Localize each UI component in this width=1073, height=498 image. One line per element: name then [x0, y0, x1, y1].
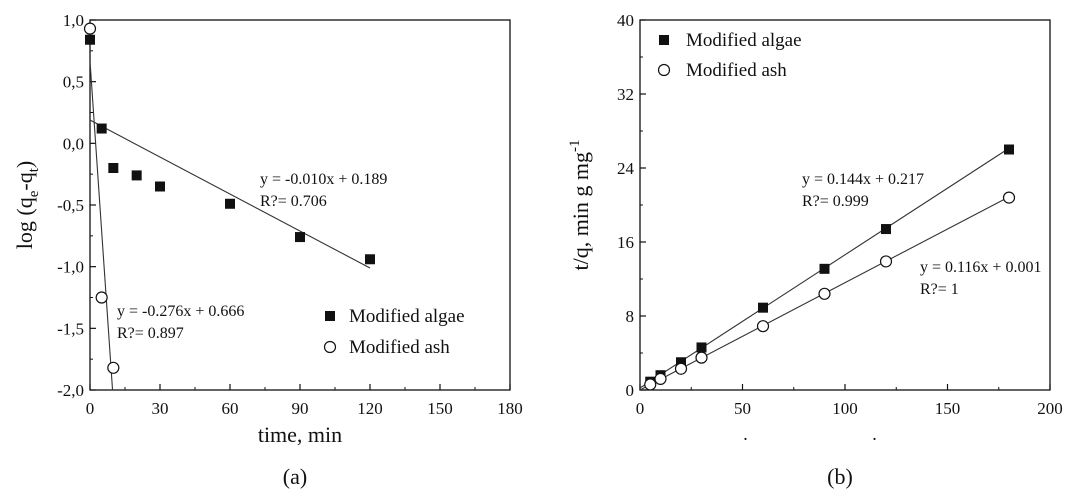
chart-a-x-tick-label: 30: [152, 399, 169, 418]
chart-a-legend-ash-label: Modified ash: [349, 337, 450, 358]
chart-a-y-axis-label-end: ): [12, 161, 37, 168]
chart-b-y-tick-label: 24: [617, 159, 635, 178]
chart-b-ash-point: [695, 351, 708, 364]
chart-a-y-axis-label-sub-t: t: [26, 167, 42, 172]
chart-a-algae-equation: y = -0.010x + 0.189: [260, 171, 387, 188]
chart-a-legend-algae-marker: [325, 311, 335, 321]
chart-b-panel-label: (b): [827, 464, 853, 489]
chart-b: 0 50 100 150 200 0 8 16 24 32 40 . . t/q, min g m…: [567, 11, 1063, 489]
chart-a-ash-point: [107, 361, 120, 374]
chart-b-x-tick-label: 200: [1037, 399, 1063, 418]
chart-a-algae-point: [225, 198, 235, 209]
chart-b-legend-ash-label: Modified ash: [686, 60, 787, 81]
chart-b-y-tick-label: 40: [617, 11, 634, 30]
chart-a-y-axis-label-main: log (q: [12, 197, 37, 249]
chart-a-x-axis-label: time, min: [258, 422, 342, 447]
chart-b-x-ticks: 0 50 100 150 200: [636, 384, 1063, 418]
chart-a-y-tick-label: -0,5: [57, 196, 84, 215]
chart-a-fit-lines: [89, 61, 371, 391]
chart-b-markers: [644, 144, 1016, 391]
chart-b-x-tick-label: 100: [832, 399, 858, 418]
chart-b-algae-point: [1004, 144, 1014, 155]
chart-a-y-axis-label-mid: -q: [12, 172, 37, 190]
chart-b-x-tick-label: 50: [734, 399, 751, 418]
chart-b-y-tick-label: 8: [626, 307, 635, 326]
chart-b-algae-r2: R?= 0.999: [802, 193, 869, 210]
chart-a-fit-line-ash: [89, 61, 114, 391]
chart-a-y-tick-label: 0,0: [63, 134, 84, 153]
chart-a-algae-point: [96, 123, 107, 134]
chart-a-algae-point: [85, 34, 95, 45]
chart-a-legend-ash-marker: [323, 340, 337, 354]
chart-a-ash-equation: y = -0.276x + 0.666: [117, 303, 244, 320]
chart-b-legend-ash-marker: [657, 63, 671, 77]
chart-b-legend-algae-marker: [659, 35, 669, 45]
chart-a-y-tick-label: -1,0: [57, 258, 84, 277]
chart-b-algae-point: [676, 357, 686, 368]
chart-b-y-tick-label: 0: [626, 381, 635, 400]
chart-b-ash-point: [644, 378, 657, 391]
chart-a-x-tick-label: 150: [427, 399, 453, 418]
chart-a-ash-r2: R?= 0.897: [117, 325, 184, 342]
chart-a-algae-point: [365, 254, 375, 265]
chart-a-legend: Modified algae Modified ash: [323, 306, 465, 358]
chart-a-y-axis-label-sub-e: e: [26, 190, 42, 197]
chart-b-x-tick-label: 150: [935, 399, 961, 418]
chart-b-y-tick-label: 32: [617, 85, 634, 104]
chart-a-x-tick-label: 180: [497, 399, 523, 418]
chart-b-algae-point: [758, 302, 768, 313]
chart-a-y-axis-label: log (qe-qt): [12, 161, 42, 249]
chart-b-ash-point: [654, 372, 667, 385]
chart-b-legend-algae-label: Modified algae: [686, 30, 802, 51]
chart-b-algae-point: [881, 224, 891, 235]
chart-a-x-tick-label: 0: [86, 399, 95, 418]
chart-a-legend-algae-label: Modified algae: [349, 306, 465, 327]
chart-a-algae-point: [155, 181, 165, 192]
chart-b-algae-point: [696, 342, 707, 353]
chart-b-y-ticks: 0 8 16 24 32 40: [617, 11, 646, 400]
chart-b-algae-point: [819, 263, 830, 274]
chart-a-y-tick-label: 1,0: [63, 11, 84, 30]
chart-a-y-tick-label: -1,5: [57, 319, 84, 338]
chart-a-markers: [83, 22, 375, 374]
chart-b-y-axis-label-sup: -1: [567, 139, 583, 152]
chart-b-x-axis-label: . .: [743, 424, 937, 444]
chart-b-y-tick-label: 16: [617, 233, 634, 252]
chart-b-ash-point: [1002, 191, 1016, 204]
chart-b-ash-point: [879, 255, 893, 268]
chart-a-algae-point: [295, 232, 305, 243]
chart-a: 0 30 60 90 120 150 180 1,0 0,5 0,0 -0,5 -1,0 -1,5 -2…: [12, 11, 523, 489]
chart-a-y-tick-label: -2,0: [57, 381, 84, 400]
chart-b-legend: Modified algae Modified ash: [657, 30, 802, 81]
chart-b-algae-equation: y = 0.144x + 0.217: [802, 171, 924, 188]
chart-a-ash-point: [95, 291, 108, 304]
chart-b-x-tick-label: 0: [636, 399, 645, 418]
chart-a-algae-point: [108, 163, 119, 173]
chart-a-x-tick-label: 90: [292, 399, 309, 418]
chart-b-y-axis-label: t/q, min g mg-1: [567, 139, 593, 270]
chart-b-y-axis-label-main: t/q, min g mg: [568, 152, 593, 271]
chart-b-ash-equation: y = 0.116x + 0.001: [920, 259, 1041, 276]
chart-b-ash-point: [674, 362, 688, 375]
chart-b-ash-point: [818, 287, 831, 300]
chart-a-x-ticks: 0 30 60 90 120 150 180: [86, 384, 523, 418]
chart-b-ash-r2: R?= 1: [920, 281, 959, 298]
chart-a-algae-point: [131, 170, 142, 181]
chart-a-y-ticks: 1,0 0,5 0,0 -0,5 -1,0 -1,5 -2,0: [57, 11, 96, 400]
chart-a-panel-label: (a): [283, 464, 307, 489]
chart-a-x-tick-label: 120: [357, 399, 383, 418]
chart-a-x-tick-label: 60: [222, 399, 239, 418]
chart-a-ash-point: [83, 22, 97, 35]
chart-a-y-tick-label: 0,5: [63, 73, 84, 92]
chart-b-ash-point: [756, 320, 770, 333]
chart-a-algae-r2: R?= 0.706: [260, 193, 327, 210]
chart-a-fit-line-algae: [89, 119, 371, 269]
